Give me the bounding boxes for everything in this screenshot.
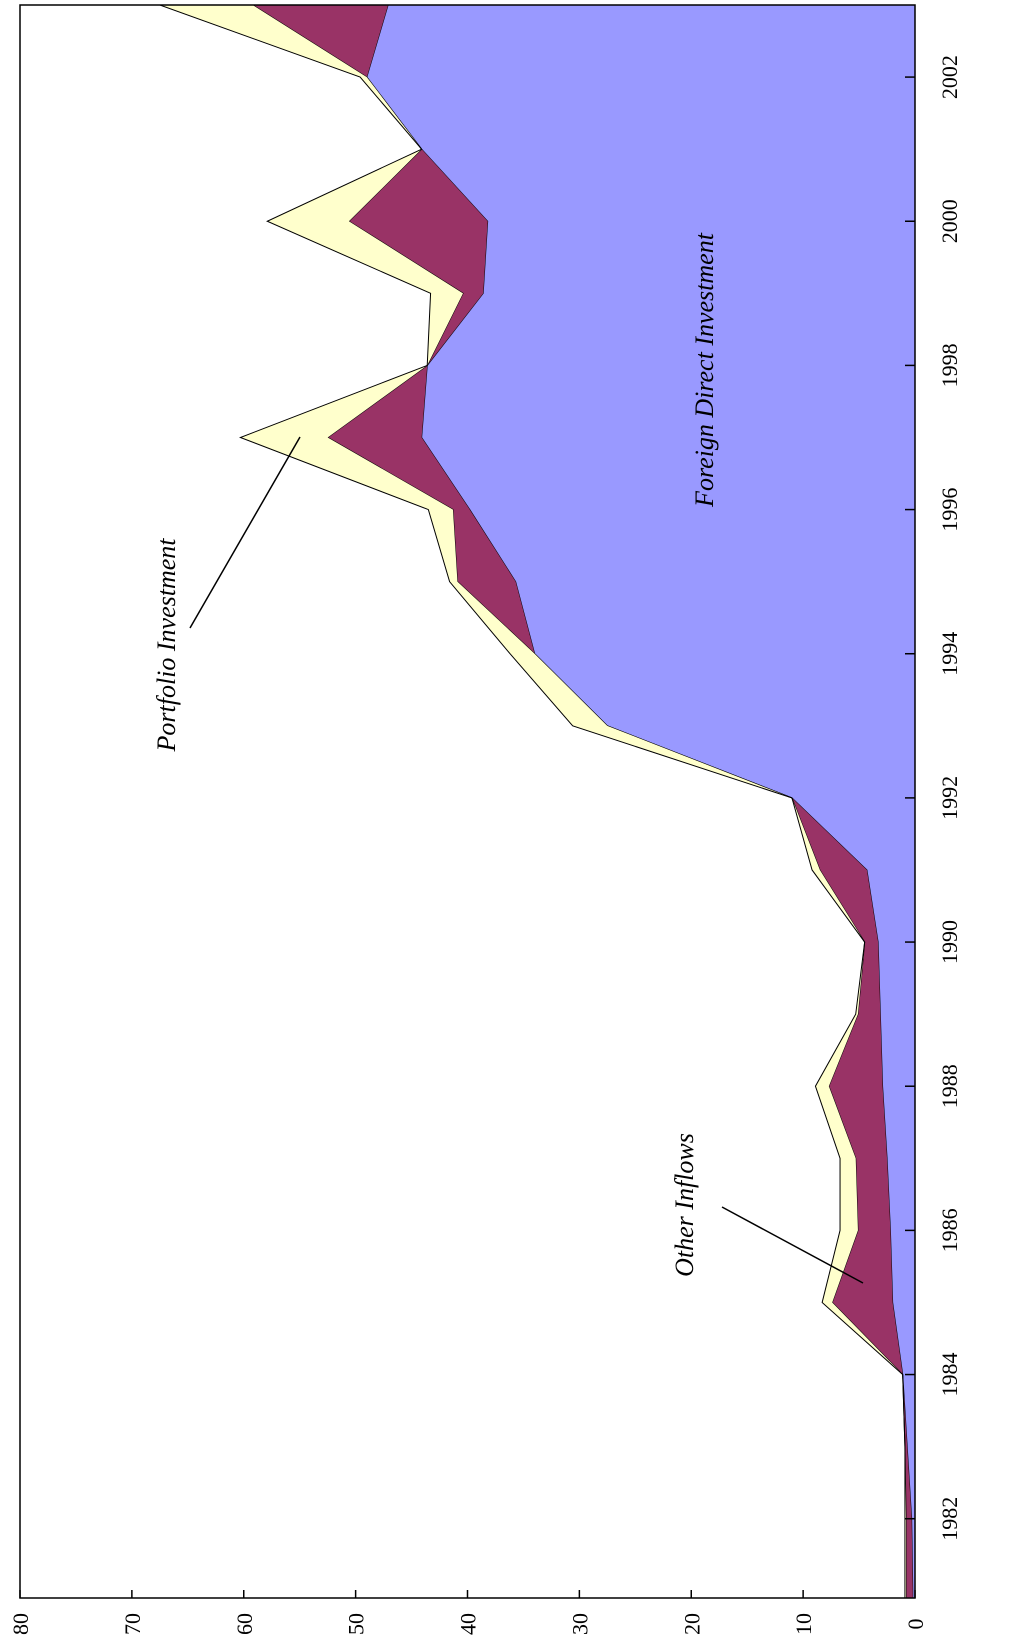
y-tick-label: 80 — [8, 1613, 33, 1635]
series-label: Portfolio Investment — [152, 538, 181, 753]
area-edge — [159, 5, 906, 1598]
y-tick-label: 30 — [567, 1613, 592, 1635]
x-tick-label: 1982 — [937, 1497, 962, 1541]
y-tick-label: 70 — [120, 1613, 145, 1635]
x-tick-label: 1998 — [937, 343, 962, 387]
annotation-line — [721, 1206, 864, 1284]
y-tick-label: 40 — [456, 1613, 481, 1635]
area-fill — [252, 5, 913, 1598]
x-tick-label: 2000 — [937, 199, 962, 243]
x-tick-label: 2002 — [937, 55, 962, 99]
x-tick-label: 1990 — [937, 920, 962, 964]
y-tick-label: 20 — [679, 1613, 704, 1635]
x-tick-label: 1996 — [937, 488, 962, 532]
series-label: Other Inflows — [670, 1133, 699, 1277]
x-tick-label: 1992 — [937, 776, 962, 820]
y-tick-label: 60 — [232, 1613, 257, 1635]
area-fill — [366, 5, 915, 1598]
y-tick-label: 0 — [903, 1619, 928, 1630]
plot-area — [159, 5, 915, 1598]
x-tick-label: 1988 — [937, 1064, 962, 1108]
x-tick-label: 1984 — [937, 1353, 962, 1397]
annotation-line — [189, 436, 301, 629]
x-tick-label: 1994 — [937, 632, 962, 676]
y-tick-label: 50 — [344, 1613, 369, 1635]
series-label: Foreign Direct Investment — [690, 232, 719, 508]
area-fill — [159, 5, 907, 1598]
y-tick-label: 10 — [791, 1613, 816, 1635]
x-tick-label: 1986 — [937, 1208, 962, 1252]
